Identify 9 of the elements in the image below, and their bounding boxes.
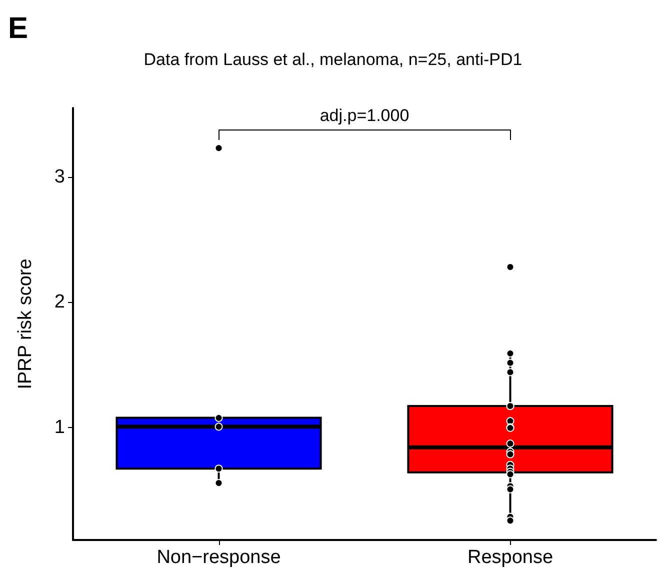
chart-title: Data from Lauss et al., melanoma, n=25, anti-PD1 bbox=[144, 50, 522, 69]
y-tick-label: 3 bbox=[54, 166, 65, 188]
x-tick-label: Response bbox=[467, 547, 554, 568]
x-tick-label: Non−response bbox=[156, 547, 281, 568]
y-tick-label: 2 bbox=[54, 292, 65, 313]
y-axis-title: IPRP risk score bbox=[15, 258, 36, 390]
y-tick-label: 1 bbox=[54, 416, 65, 438]
text: E bbox=[8, 12, 28, 46]
annotation: adj.p=1.000 bbox=[318, 106, 410, 126]
